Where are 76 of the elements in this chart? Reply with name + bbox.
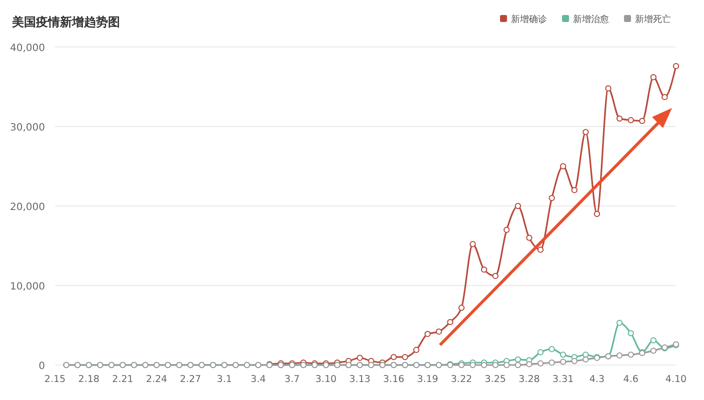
x-tick-label: 3.13 bbox=[349, 374, 370, 385]
x-tick-label: 3.7 bbox=[284, 374, 300, 385]
y-tick-label: 0 bbox=[38, 361, 45, 372]
point bbox=[402, 354, 408, 360]
point bbox=[504, 362, 510, 368]
x-tick-label: 2.18 bbox=[78, 374, 100, 385]
x-tick-label: 3.25 bbox=[484, 374, 506, 385]
y-tick-label: 30,000 bbox=[10, 122, 45, 134]
point bbox=[526, 361, 532, 368]
x-tick-label: 3.16 bbox=[383, 374, 404, 385]
point bbox=[436, 328, 442, 335]
x-tick-label: 4.6 bbox=[623, 374, 638, 385]
point bbox=[560, 163, 566, 170]
x-tick-label: 3.4 bbox=[250, 374, 266, 385]
point bbox=[447, 318, 454, 326]
point bbox=[650, 348, 657, 354]
point bbox=[571, 187, 578, 194]
point bbox=[560, 358, 566, 365]
legend-label: 新增确诊 bbox=[511, 14, 547, 25]
point bbox=[662, 94, 668, 100]
x-tick-label: 3.31 bbox=[552, 374, 574, 385]
point bbox=[639, 118, 646, 124]
point bbox=[582, 356, 589, 363]
point bbox=[424, 330, 431, 338]
point bbox=[514, 356, 522, 363]
point bbox=[616, 115, 623, 122]
point bbox=[526, 234, 532, 241]
point bbox=[628, 330, 634, 336]
point bbox=[560, 352, 566, 358]
x-tick-label: 4.3 bbox=[589, 374, 605, 385]
x-tick-label: 2.27 bbox=[180, 374, 202, 385]
point bbox=[537, 349, 544, 356]
point bbox=[628, 352, 634, 358]
x-tick-label: 2.24 bbox=[146, 374, 168, 385]
x-tick-label: 2.21 bbox=[112, 374, 134, 385]
x-tick-label: 3.28 bbox=[518, 374, 540, 385]
x-tick-label: 3.10 bbox=[315, 374, 337, 385]
point bbox=[605, 85, 612, 92]
x-tick-label: 3.1 bbox=[216, 374, 232, 385]
point bbox=[537, 246, 544, 253]
point bbox=[514, 362, 522, 368]
y-tick-label: 20,000 bbox=[10, 202, 45, 213]
point bbox=[356, 354, 363, 361]
point bbox=[616, 320, 623, 326]
point bbox=[470, 362, 476, 368]
chart-title: 美国疫情新增趋势图 bbox=[11, 15, 120, 29]
point bbox=[548, 360, 555, 366]
point bbox=[650, 337, 657, 344]
x-tick-label: 4.10 bbox=[665, 374, 687, 385]
x-tick-label: 2.15 bbox=[44, 374, 66, 385]
point bbox=[582, 128, 589, 136]
x-tick-label: 3.22 bbox=[450, 374, 472, 385]
point bbox=[594, 210, 600, 218]
point bbox=[413, 346, 420, 353]
point bbox=[548, 194, 555, 202]
point bbox=[650, 74, 657, 80]
point bbox=[458, 304, 465, 311]
point bbox=[480, 266, 488, 273]
point bbox=[514, 202, 522, 210]
point bbox=[628, 117, 634, 124]
legend-label: 新增死亡 bbox=[635, 14, 671, 25]
x-tick-label: 3.19 bbox=[417, 374, 438, 385]
point bbox=[480, 362, 488, 368]
y-tick-label: 40,000 bbox=[10, 43, 45, 54]
point bbox=[492, 362, 498, 368]
point bbox=[470, 241, 476, 248]
point bbox=[537, 360, 544, 367]
point bbox=[492, 272, 498, 280]
y-tick-label: 10,000 bbox=[10, 282, 45, 292]
point bbox=[571, 358, 578, 364]
point bbox=[616, 352, 623, 359]
point bbox=[504, 226, 510, 233]
point bbox=[548, 346, 555, 352]
point bbox=[672, 62, 680, 70]
point bbox=[390, 354, 397, 360]
legend-label: 新增治愈 bbox=[573, 14, 609, 25]
